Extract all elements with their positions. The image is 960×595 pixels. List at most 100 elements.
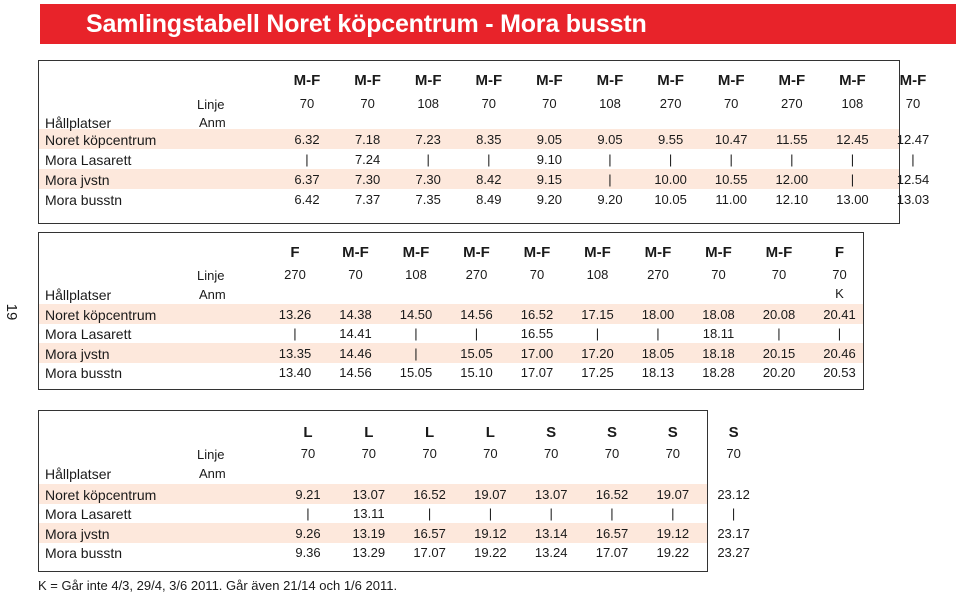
page-number: 19 [3, 303, 20, 321]
departure-time: 6.42 [294, 192, 320, 207]
row-band [39, 169, 899, 189]
line-number: 70 [832, 267, 847, 282]
line-number: 70 [711, 267, 726, 282]
day-code: M-F [463, 244, 490, 261]
day-code: M-F [293, 72, 321, 89]
line-number: 270 [465, 267, 488, 282]
departure-time: 13.14 [534, 526, 568, 541]
pass-through-marker: | [668, 152, 673, 167]
line-number: 70 [483, 446, 498, 461]
departure-time: 16.57 [413, 526, 446, 541]
stop-name: Mora busstn [45, 545, 123, 561]
linje-label: Linje [197, 447, 225, 462]
departure-time: 19.07 [656, 487, 690, 502]
line-number: 108 [599, 96, 621, 111]
row-band [39, 343, 863, 363]
departure-time: 9.26 [295, 526, 321, 541]
departure-time: 7.30 [354, 172, 381, 187]
departure-time: 18.05 [641, 346, 675, 361]
day-code: M-F [354, 72, 381, 89]
row-band [39, 129, 899, 149]
day-code: M-F [644, 244, 672, 261]
stop-name: Mora Lasarett [45, 326, 132, 342]
departure-time: 17.07 [413, 545, 446, 560]
line-number: 270 [659, 96, 682, 111]
row-band [39, 304, 863, 324]
day-code: L [425, 424, 435, 441]
line-number: 70 [481, 96, 497, 111]
departure-time: 13.29 [352, 545, 386, 560]
day-code: M-F [765, 244, 793, 261]
day-code: M-F [596, 72, 624, 89]
day-code: M-F [536, 72, 563, 89]
pass-through-marker: | [731, 506, 736, 521]
line-number: 70 [422, 446, 437, 461]
departure-time: 13.00 [836, 192, 869, 207]
departure-time: 13.03 [896, 192, 930, 207]
day-code: M-F [778, 72, 806, 89]
pass-through-marker: | [610, 506, 614, 521]
departure-time: 17.20 [581, 346, 614, 361]
departure-time: 17.25 [581, 365, 614, 380]
departure-time: 17.15 [581, 307, 614, 322]
departure-time: 8.42 [476, 172, 502, 187]
timetable-2: Linje Hållplatser Anm Noret köpcentrum Mora … [38, 232, 864, 390]
departure-time: 19.22 [656, 545, 690, 560]
departure-time: 19.12 [656, 526, 690, 541]
day-code: M-F [523, 244, 551, 261]
departure-time: 13.19 [352, 526, 386, 541]
day-code: M-F [584, 244, 611, 261]
line-number: 70 [542, 96, 557, 111]
pass-through-marker: | [487, 152, 491, 167]
pass-through-marker: | [474, 326, 479, 341]
pass-through-marker: | [595, 326, 600, 341]
day-code: S [606, 424, 618, 441]
departure-time: 23.12 [717, 487, 750, 502]
line-number: 70 [300, 446, 316, 461]
day-code: F [834, 244, 845, 261]
departure-time: 14.41 [339, 326, 372, 341]
departure-time: 20.46 [823, 346, 856, 361]
line-number: 108 [405, 267, 427, 282]
departure-time: 14.50 [399, 307, 433, 322]
linje-label: Linje [197, 268, 225, 283]
stop-name: Mora jvstn [45, 346, 110, 362]
departure-time: 8.35 [476, 132, 502, 147]
line-number: 270 [284, 267, 306, 282]
line-number: 70 [529, 267, 545, 282]
day-code: M-F [475, 72, 503, 89]
departure-time: 9.05 [597, 132, 623, 147]
title-bar: Samlingstabell Noret köpcentrum - Mora b… [40, 4, 956, 44]
line-number: 70 [905, 96, 921, 111]
day-code: M-F [402, 244, 430, 261]
departure-time: 16.52 [520, 307, 554, 322]
stop-name: Mora busstn [45, 192, 123, 208]
stop-name: Noret köpcentrum [45, 487, 157, 503]
line-number: 270 [647, 267, 669, 282]
departure-time: 6.37 [294, 172, 320, 187]
departure-time: 9.15 [536, 172, 563, 187]
day-code: L [364, 424, 374, 441]
pass-through-marker: | [837, 326, 842, 341]
pass-through-marker: | [488, 506, 493, 521]
hallplatser-label: Hållplatser [45, 287, 112, 303]
day-code: L [303, 424, 313, 441]
departure-time: 15.10 [460, 365, 493, 380]
departure-time: 23.27 [717, 545, 750, 560]
departure-time: 7.37 [354, 192, 381, 207]
pass-through-marker: | [549, 506, 553, 521]
departure-time: 13.07 [352, 487, 386, 502]
departure-time: 16.52 [595, 487, 629, 502]
day-code: M-F [717, 72, 745, 89]
stop-name: Noret köpcentrum [45, 132, 157, 148]
departure-time: 8.49 [476, 192, 502, 207]
departure-time: 14.56 [460, 307, 493, 322]
pass-through-marker: | [414, 326, 418, 341]
day-code: M-F [839, 72, 866, 89]
line-number: 70 [771, 267, 787, 282]
departure-time: 16.52 [413, 487, 446, 502]
departure-time: 17.07 [595, 545, 629, 560]
departure-time: 12.47 [896, 132, 930, 147]
day-code: S [728, 424, 739, 441]
day-code: L [485, 424, 495, 441]
